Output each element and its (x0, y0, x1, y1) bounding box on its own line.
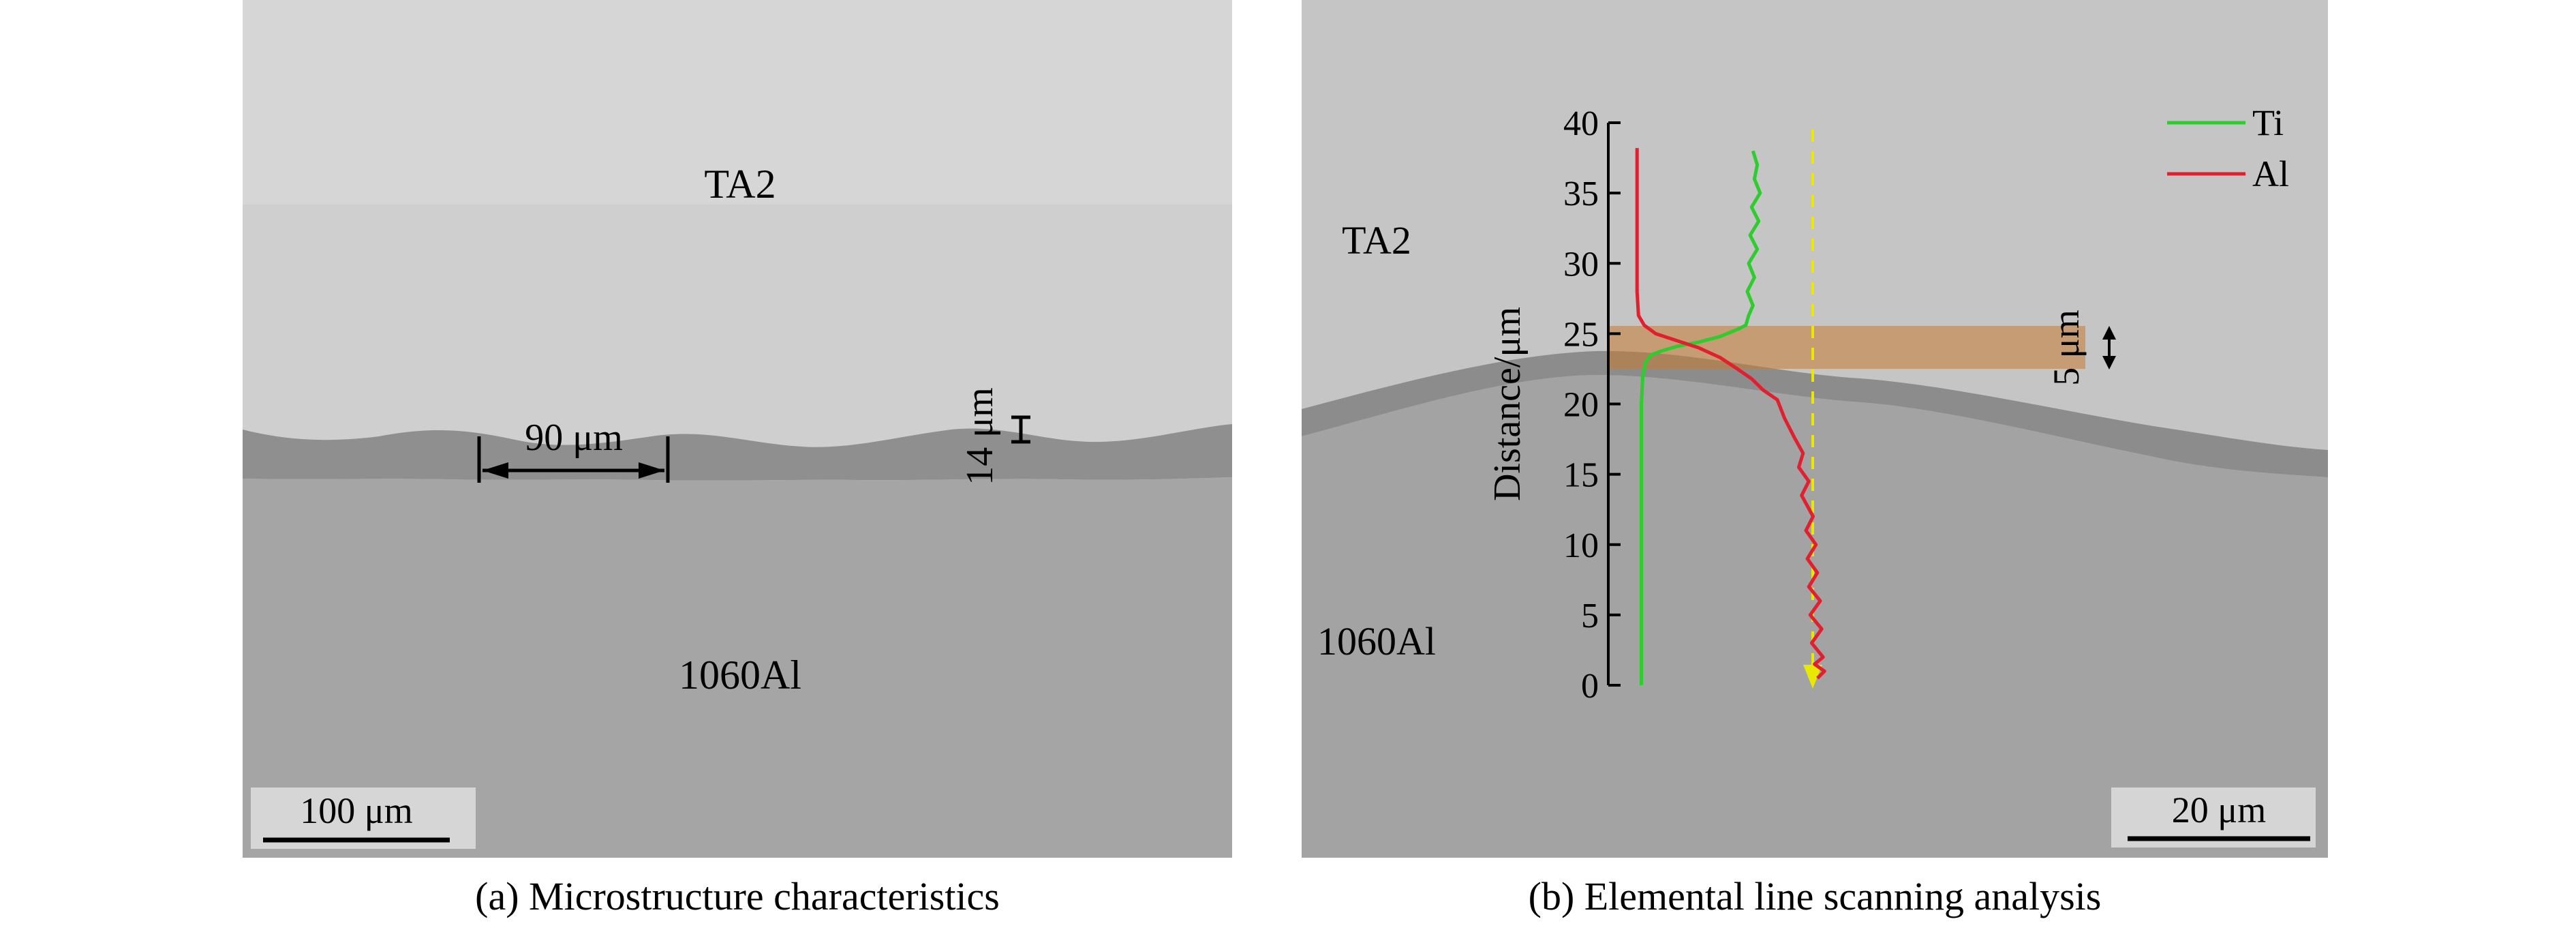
legend-label-ti: Ti (2252, 102, 2284, 143)
thickness-dimension-marker (1011, 415, 1030, 444)
y-axis-label: Distance/μm (1486, 307, 1529, 501)
y-tick-label: 20 (1563, 386, 1599, 425)
scale-bar-label: 20 μm (2172, 790, 2266, 830)
ta2-label: TA2 (704, 162, 776, 207)
series-line-al (1635, 148, 1826, 680)
y-tick-label: 5 (1581, 597, 1599, 635)
y-tick-label: 30 (1563, 245, 1599, 284)
caption-panel-a: (a) Microstructure characteristics (475, 874, 1000, 918)
interface-band (1302, 350, 2328, 477)
1060al-label: 1060Al (679, 652, 801, 698)
width-dimension-arrow (477, 436, 670, 483)
legend-label-al: Al (2252, 153, 2289, 194)
al-region (1302, 375, 2328, 858)
1060al-label: 1060Al (1317, 619, 1436, 663)
series-line-ti (1640, 150, 1762, 685)
y-tick-label: 40 (1563, 104, 1599, 143)
interface-layer (243, 424, 1232, 481)
scan-direction-arrowhead (1803, 665, 1822, 689)
panel-b-line-scan: TA2 1060Al 0 5 10 15 20 25 30 35 40 Distance/μm 5… (1302, 0, 2328, 858)
band-width-label: 5 μm (2046, 310, 2087, 385)
al-region (243, 477, 1232, 858)
panel-a-micrograph: TA2 1060Al 90 μm 14 μm 100 μm (243, 0, 1232, 858)
diffusion-band-highlight (1608, 326, 2085, 369)
panel-a-svg: TA2 1060Al 90 μm 14 μm 100 μm (243, 0, 1232, 858)
band-width-marker (2102, 326, 2116, 370)
y-tick-label: 25 (1563, 315, 1599, 354)
y-tick-label: 15 (1563, 456, 1599, 495)
panel-b-svg: TA2 1060Al 0 5 10 15 20 25 30 35 40 Distance/μm 5… (1302, 0, 2328, 858)
y-tick-label: 35 (1563, 175, 1599, 213)
y-tick-label: 0 (1581, 667, 1599, 706)
y-axis: 0 5 10 15 20 25 30 35 40 Distance/μm (1486, 104, 1621, 706)
y-tick-label: 10 (1563, 526, 1599, 565)
legend: Ti Al (2167, 102, 2289, 194)
ta2-upper-grain (243, 0, 1232, 205)
width-dimension-label: 90 μm (525, 417, 623, 459)
scale-bar-label: 100 μm (300, 790, 412, 831)
thickness-dimension-label: 14 μm (959, 387, 1001, 485)
caption-panel-b: (b) Elemental line scanning analysis (1528, 874, 2102, 918)
ta2-label: TA2 (1342, 218, 1411, 262)
plot-series (1635, 148, 1826, 685)
